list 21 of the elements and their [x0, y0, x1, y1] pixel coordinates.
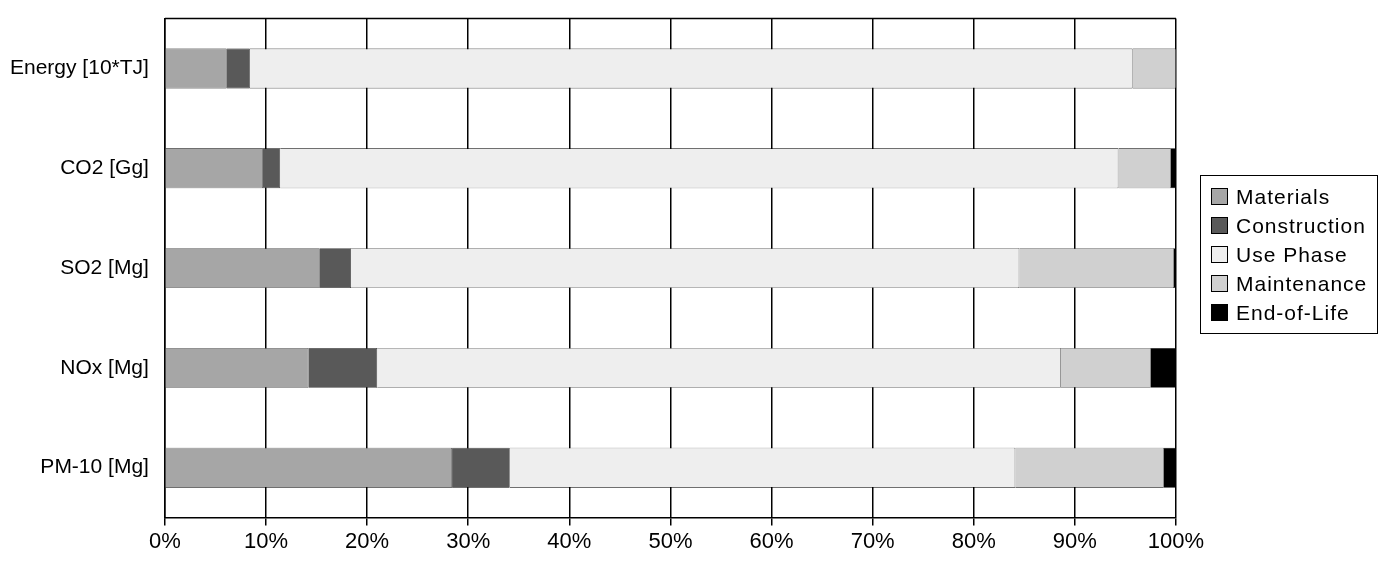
x-tick-label: 80%: [951, 527, 996, 553]
legend-label: Construction: [1236, 213, 1366, 238]
x-tick-label: 60%: [749, 527, 794, 553]
x-tick-label: 10%: [243, 527, 289, 553]
legend-label: End-of-Life: [1236, 300, 1350, 325]
x-tick-label: 100%: [1147, 527, 1205, 553]
legend-label: Materials: [1236, 184, 1331, 209]
y-tick-label: CO2 [Gg]: [60, 155, 149, 179]
x-tick-label: 0%: [149, 527, 181, 553]
y-tick-label: Energy [10*TJ]: [9, 55, 149, 79]
x-tick-label: 40%: [547, 527, 592, 553]
x-tick-label: 90%: [1052, 527, 1097, 553]
y-tick-label: NOx [Mg]: [60, 354, 149, 378]
y-tick-label: SO2 [Mg]: [60, 254, 149, 278]
x-tick-label: 50%: [648, 527, 693, 553]
x-tick-label: 20%: [345, 527, 390, 553]
x-tick-label: 70%: [850, 527, 895, 553]
x-tick-label: 30%: [446, 527, 491, 553]
legend-label: Use Phase: [1236, 242, 1348, 267]
legend-label: Maintenance: [1236, 271, 1368, 296]
y-tick-label: PM-10 [Mg]: [40, 454, 149, 478]
